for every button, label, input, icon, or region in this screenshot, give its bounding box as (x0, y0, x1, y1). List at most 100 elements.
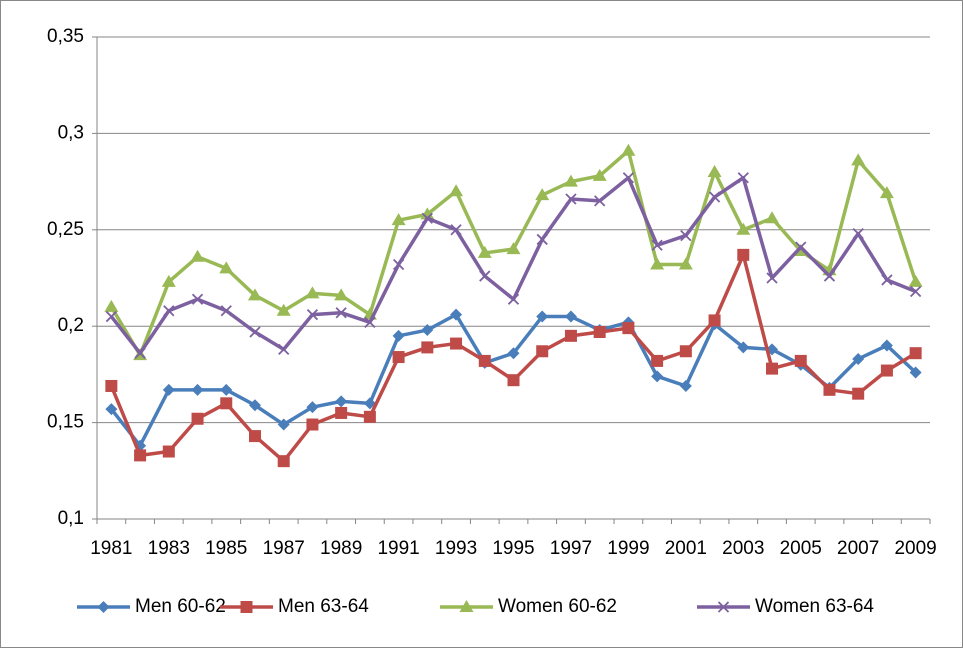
point-marker (679, 345, 692, 358)
point-marker (105, 403, 118, 416)
point-marker (594, 195, 606, 207)
legend-marker (97, 601, 110, 613)
point-marker (161, 274, 176, 287)
x-tick-label: 1993 (435, 538, 477, 559)
x-tick-label: 1987 (263, 538, 305, 559)
point-marker (479, 270, 491, 282)
point-marker (105, 379, 118, 392)
x-tick-label: 1985 (205, 538, 247, 559)
point-marker (276, 303, 291, 316)
point-marker (249, 326, 261, 338)
x-tick-label: 2007 (837, 538, 879, 559)
point-marker (680, 229, 692, 242)
point-marker (335, 406, 348, 419)
point-marker (737, 341, 750, 354)
point-marker (248, 399, 261, 412)
x-tick-label: 1995 (492, 538, 534, 559)
point-marker (563, 174, 578, 187)
legend-label: Men 60-62 (135, 596, 226, 617)
point-marker (363, 397, 376, 410)
point-marker (507, 374, 520, 387)
legend-label: Women 60-62 (498, 596, 617, 617)
point-marker (220, 397, 233, 410)
point-marker (564, 329, 577, 342)
point-marker (277, 455, 290, 468)
point-marker (421, 212, 433, 224)
point-marker (334, 288, 349, 301)
point-marker (421, 341, 434, 354)
point-marker (851, 153, 866, 166)
point-marker (449, 184, 464, 197)
point-marker (191, 412, 204, 425)
point-marker (823, 383, 836, 396)
point-marker (565, 193, 577, 205)
point-marker (909, 366, 922, 379)
point-marker (392, 329, 405, 342)
point-marker (564, 310, 577, 323)
point-marker (392, 351, 405, 364)
point-marker (766, 362, 779, 375)
x-tick-label: 1989 (320, 538, 362, 559)
point-marker (910, 285, 922, 298)
point-marker (363, 410, 376, 423)
point-marker (909, 347, 922, 360)
x-tick-label: 2001 (665, 538, 707, 559)
x-tick-label: 2003 (722, 538, 764, 559)
x-tick-label: 1999 (607, 538, 649, 559)
y-tick-label: 0,25 (47, 219, 84, 240)
point-marker (220, 383, 233, 396)
point-marker (592, 168, 607, 181)
point-marker (766, 272, 778, 284)
legend-label: Women 63-64 (755, 596, 874, 617)
point-marker (737, 172, 749, 184)
point-marker (881, 274, 893, 286)
point-marker (823, 270, 836, 282)
x-tick-label: 1983 (148, 538, 190, 559)
point-marker (535, 188, 550, 201)
point-marker (651, 370, 664, 383)
point-marker (220, 305, 232, 317)
y-tick-label: 0,2 (58, 315, 84, 336)
point-marker (335, 395, 348, 408)
point-marker (450, 308, 463, 321)
point-marker (421, 324, 434, 337)
x-tick-label: 2009 (894, 538, 936, 559)
point-marker (450, 337, 463, 350)
point-marker (536, 310, 549, 323)
point-marker (506, 242, 521, 255)
point-marker (852, 387, 865, 400)
point-marker (364, 316, 376, 328)
point-marker (536, 345, 549, 358)
point-marker (507, 347, 520, 360)
x-tick-label: 1997 (550, 538, 592, 559)
y-tick-label: 0,3 (58, 122, 84, 143)
point-marker (391, 213, 406, 226)
point-marker (247, 288, 262, 301)
point-marker (678, 257, 693, 270)
x-tick-label: 2005 (780, 538, 822, 559)
point-marker (277, 418, 290, 431)
point-marker (651, 239, 663, 251)
point-marker (707, 164, 722, 177)
point-marker (191, 293, 204, 305)
point-marker (708, 191, 721, 203)
legend-label: Men 63-64 (278, 596, 369, 617)
point-marker (879, 186, 894, 199)
point-marker (134, 449, 147, 462)
point-marker (420, 207, 435, 220)
point-marker (651, 354, 664, 367)
point-marker (450, 224, 462, 236)
point-marker (650, 257, 665, 270)
y-tick-label: 0,35 (47, 26, 84, 47)
point-marker (162, 445, 175, 458)
legend-marker (459, 600, 474, 612)
point-marker (736, 222, 751, 235)
point-marker (536, 233, 548, 246)
point-marker (852, 228, 864, 240)
point-marker (190, 249, 205, 262)
point-marker (392, 258, 405, 271)
point-marker (335, 307, 347, 319)
point-marker (162, 383, 175, 396)
legend-marker (240, 601, 253, 613)
